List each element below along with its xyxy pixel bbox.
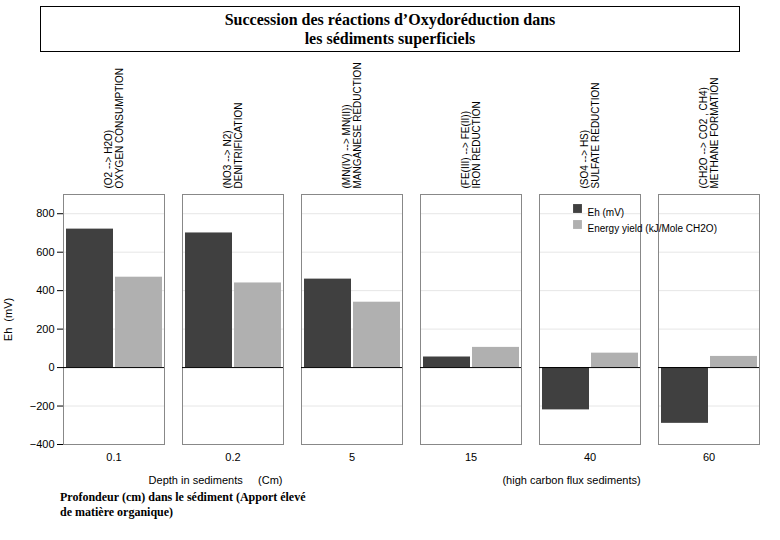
svg-text:−200: −200 <box>30 400 55 412</box>
html-text:Succession des réactions d’Oxy: Succession des réactions d’Oxydoréductio… <box>224 11 556 28</box>
svg-text:800: 800 <box>36 207 54 219</box>
html-text:(high carbon flux sediments): (high carbon flux sediments) <box>502 474 641 486</box>
svg-text:0.2: 0.2 <box>225 451 240 463</box>
svg-text:Eh (mV): Eh (mV) <box>2 298 14 341</box>
svg-text:60: 60 <box>703 451 715 463</box>
svg-text:5: 5 <box>349 451 355 463</box>
svg-text:0: 0 <box>48 361 54 373</box>
svg-text:(FE(III) --> FE(II))IRON REDUC: (FE(III) --> FE(II))IRON REDUCTION <box>460 101 482 188</box>
svg-text:Energy yield (kJ/Mole CH2O): Energy yield (kJ/Mole CH2O) <box>588 223 717 234</box>
svg-text:(CH2O --> CO2 , CH4)METHANE FO: (CH2O --> CO2 , CH4)METHANE FORMATION <box>698 78 720 189</box>
svg-text:(SO4 --> HS)SULFATE REDUCTION: (SO4 --> HS)SULFATE REDUCTION <box>579 83 601 189</box>
svg-text:Eh (mV): Eh (mV) <box>588 207 625 218</box>
html-text:les sédiments superficiels: les sédiments superficiels <box>304 30 476 47</box>
svg-text:−400: −400 <box>30 438 55 450</box>
svg-text:400: 400 <box>36 284 54 296</box>
svg-text:600: 600 <box>36 246 54 258</box>
svg-text:200: 200 <box>36 323 54 335</box>
svg-text:15: 15 <box>465 451 477 463</box>
svg-text:40: 40 <box>584 451 596 463</box>
svg-text:(O2 --> H2O)OXYGEN CONSUMPTION: (O2 --> H2O)OXYGEN CONSUMPTION <box>103 68 125 189</box>
svg-text:(MN(IV) --> MN(II))MANGANESE R: (MN(IV) --> MN(II))MANGANESE REDUCTION <box>341 62 363 188</box>
svg-text:(NO3 --> N2)DENITRIFICATION: (NO3 --> N2)DENITRIFICATION <box>222 103 244 189</box>
html-text:Profondeur (cm) dans le sédime: Profondeur (cm) dans le sédiment (Apport… <box>60 490 306 519</box>
svg-text:0.1: 0.1 <box>106 451 121 463</box>
html-text:Depth in sediments (Cm): Depth in sediments (Cm) <box>148 474 283 486</box>
